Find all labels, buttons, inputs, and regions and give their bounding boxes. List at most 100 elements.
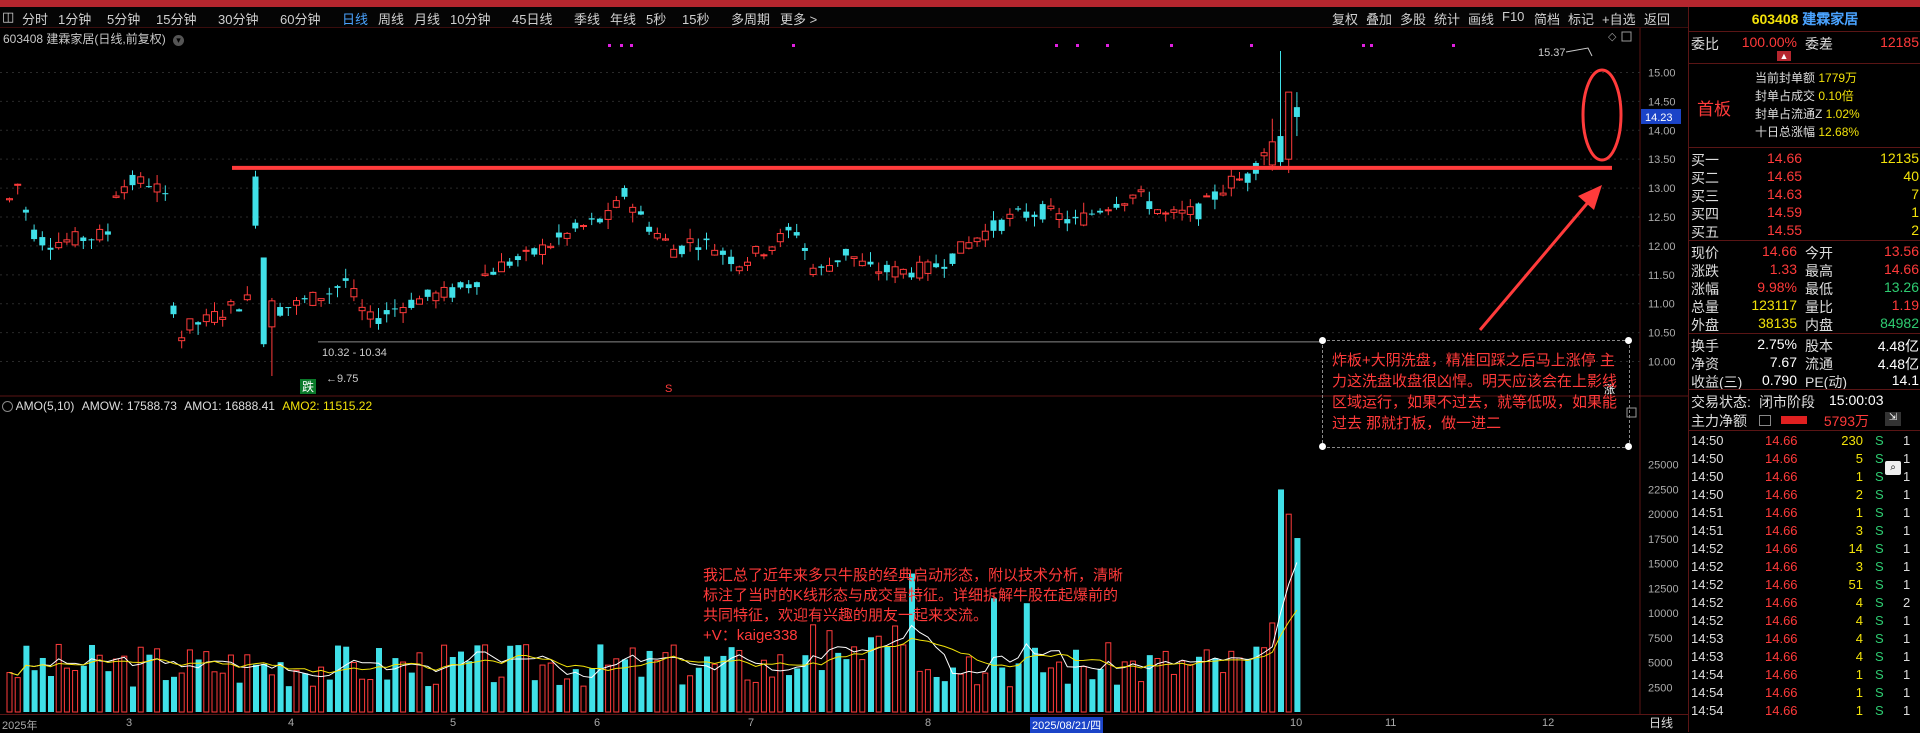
toolbar-action[interactable]: 多股: [1400, 12, 1427, 27]
bid-row[interactable]: 买五 14.55 2: [1689, 222, 1920, 240]
weibi-row: 委比 100.00% 委差 12185: [1689, 34, 1920, 52]
toolbar-action[interactable]: 统计: [1434, 12, 1461, 27]
main-flow-row: 主力净额 5793万 ⇲: [1689, 411, 1920, 429]
volume-bar: [130, 686, 136, 712]
volume-tick-label: 25000: [1648, 460, 1679, 472]
annotation-handle[interactable]: [1625, 337, 1632, 344]
volume-bar: [178, 672, 185, 713]
bid-row[interactable]: 买四 14.59 1: [1689, 204, 1920, 222]
fund-key: 净资: [1691, 356, 1719, 372]
layout-toggle-icon[interactable]: ◫: [2, 9, 15, 24]
tick-price: 14.66: [1765, 631, 1798, 646]
bid-row[interactable]: 买二 14.65 40: [1689, 168, 1920, 186]
toolbar-action[interactable]: 标记: [1568, 12, 1595, 27]
candle-body: [1162, 212, 1170, 215]
annotation-handle[interactable]: [1319, 337, 1326, 344]
period-tab[interactable]: 1分钟: [58, 12, 92, 27]
table-icon[interactable]: [1759, 415, 1771, 426]
search-icon[interactable]: ⌕: [1885, 461, 1901, 475]
period-tab[interactable]: 15秒: [682, 12, 710, 27]
toolbar-action[interactable]: +自选: [1602, 12, 1636, 27]
candle-body: [178, 337, 186, 342]
period-tab[interactable]: 月线: [414, 12, 441, 27]
candle-body: [858, 260, 866, 267]
period-tab[interactable]: 30分钟: [218, 12, 259, 27]
volume-bar: [416, 652, 423, 713]
candle-body: [629, 206, 637, 213]
tick-time: 14:54: [1691, 685, 1724, 700]
volume-bar: [687, 675, 694, 713]
candle-body: [1293, 107, 1300, 117]
bid-row[interactable]: 买一 14.66 12135: [1689, 150, 1920, 168]
date-axis-label: 7: [748, 717, 755, 729]
expand-icon[interactable]: ⇲: [1885, 412, 1901, 426]
candle-body: [555, 232, 562, 238]
chevron-down-icon[interactable]: ▾: [173, 35, 185, 46]
candle-body: [1047, 205, 1055, 210]
flow-bar: [1781, 416, 1807, 424]
toolbar-action[interactable]: 复权: [1332, 12, 1359, 27]
tick-price: 14.66: [1765, 595, 1798, 610]
period-tab[interactable]: 60分钟: [280, 12, 321, 27]
annotation-box[interactable]: [1322, 340, 1630, 448]
volume-tick-label: 20000: [1648, 509, 1679, 521]
date-axis-label: 11: [1385, 717, 1397, 729]
period-tab[interactable]: 日线: [342, 12, 369, 27]
annotation-text: 炸板+大阴洗盘，精准回踩之后马上涨停 主力这洗盘收盘很凶悍。明天应该会在上影线区…: [1332, 352, 1618, 432]
signal-dot: [630, 44, 633, 47]
settings-icon[interactable]: [2, 401, 13, 413]
candle-body: [1097, 210, 1104, 213]
tick-price: 14.66: [1765, 469, 1798, 484]
price-tick-label: 14.50: [1648, 96, 1676, 108]
period-tab[interactable]: 分时: [22, 12, 49, 27]
period-tab[interactable]: 年线: [610, 12, 637, 27]
candle-body: [588, 218, 595, 220]
annotation-handle[interactable]: [1319, 443, 1326, 450]
toolbar-action[interactable]: 叠加: [1366, 12, 1393, 27]
seal-info-row: 当前封单额 1779万: [1755, 69, 1915, 86]
toolbar-action[interactable]: 画线: [1468, 12, 1495, 27]
candle-body: [735, 266, 743, 272]
bid-volume: 2: [1911, 222, 1919, 238]
toolbar-action[interactable]: F10: [1502, 9, 1525, 24]
period-tab[interactable]: 5秒: [646, 12, 667, 27]
volume-bar: [350, 662, 357, 713]
candle-body: [211, 311, 218, 323]
fund-key: 换手: [1691, 338, 1719, 354]
period-tab[interactable]: 周线: [378, 12, 405, 27]
volume-bar: [244, 654, 251, 713]
period-tab[interactable]: 15分钟: [156, 12, 197, 27]
candle-body: [916, 261, 924, 279]
volume-bar: [638, 676, 645, 712]
period-tab[interactable]: 5分钟: [107, 12, 141, 27]
collapse-icon[interactable]: ▲: [1777, 51, 1791, 61]
volume-bar: [728, 647, 735, 712]
weicha-value: 12185: [1880, 34, 1919, 50]
period-tab[interactable]: 季线: [574, 12, 601, 27]
period-tab[interactable]: 10分钟: [450, 12, 491, 27]
volume-bar: [556, 684, 563, 712]
volume-bar: [72, 670, 79, 713]
volume-bar: [466, 661, 473, 712]
volume-bar: [1278, 489, 1284, 712]
kline-chart[interactable]: 15.00 14.50 14.00 13.50 13.00 12.50 12.00 11.50…: [0, 0, 1688, 714]
toolbar-action[interactable]: 返回: [1644, 12, 1671, 27]
period-tab[interactable]: 更多 >: [780, 12, 818, 27]
candle-body: [162, 193, 169, 195]
quote-key: 涨跌: [1691, 263, 1719, 279]
date-axis: 2025年 3 4 5 6 7 8 2025/08/21/四 10 11 12: [0, 714, 1688, 733]
quote-key: 总量: [1691, 299, 1719, 315]
quote-value: 38135: [1758, 315, 1797, 331]
tick-side: S: [1875, 433, 1884, 448]
fund-key: 流通: [1805, 356, 1833, 372]
period-tab[interactable]: 多周期: [731, 12, 771, 27]
tick-price: 14.66: [1765, 685, 1798, 700]
period-tab[interactable]: 45日线: [512, 12, 553, 27]
die-marker-bg: [300, 379, 316, 394]
annotation-handle[interactable]: [1625, 443, 1632, 450]
candle-body: [809, 267, 817, 276]
toolbar-action[interactable]: 简档: [1534, 12, 1561, 27]
quote-value: 1.19: [1891, 297, 1919, 313]
bid-row[interactable]: 买三 14.63 7: [1689, 186, 1920, 204]
price-tick-label: 11.00: [1648, 299, 1675, 311]
